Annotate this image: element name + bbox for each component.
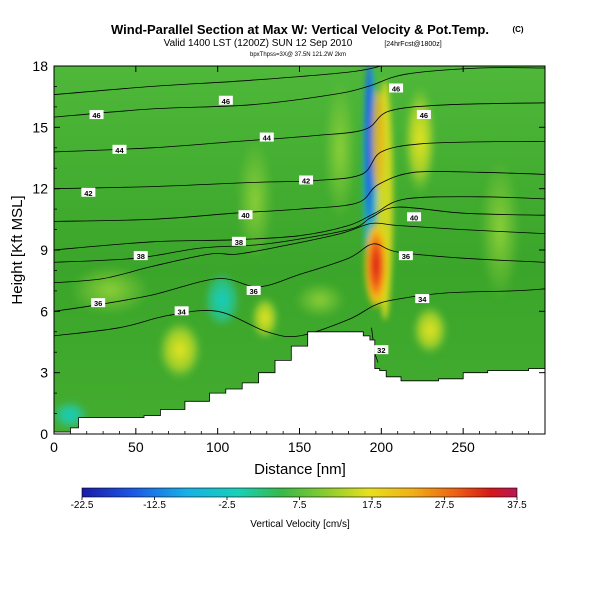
x-tick-label: 100 bbox=[206, 439, 230, 455]
contour-label-box bbox=[259, 132, 274, 142]
subtitle-tag: [24hrFcst@1800z] bbox=[384, 41, 441, 48]
contour-label-box bbox=[133, 251, 148, 261]
contour-label-box bbox=[398, 251, 413, 261]
contour-label-box bbox=[174, 306, 189, 316]
y-tick-label: 15 bbox=[32, 119, 48, 135]
y-tick-label: 3 bbox=[40, 365, 48, 381]
theta-contour bbox=[54, 66, 382, 95]
x-tick-label: 150 bbox=[288, 439, 312, 455]
terrain-mask bbox=[54, 331, 545, 434]
contour-label: 42 bbox=[84, 189, 92, 198]
colorbar-tick-label: 17.5 bbox=[362, 500, 382, 511]
contour-label-box bbox=[389, 83, 404, 93]
contour-label-box bbox=[374, 345, 389, 355]
x-axis: 0 50 100 150 200 250 bbox=[50, 66, 530, 455]
contour-label-box bbox=[299, 175, 314, 185]
contour-label-box bbox=[218, 95, 233, 105]
y-tick-label: 9 bbox=[40, 242, 48, 258]
x-tick-label: 0 bbox=[50, 439, 58, 455]
colorbar-tick-label: -22.5 bbox=[71, 500, 94, 511]
x-axis-label: Distance [nm] bbox=[254, 461, 346, 478]
velocity-field: 32 34 36 36 38 38 40 42 44 46 46 42 44 40 36 34 46 46 bbox=[54, 66, 545, 434]
contour-label: 38 bbox=[235, 238, 243, 247]
contour-label: 46 bbox=[420, 111, 428, 120]
contour-label-box bbox=[407, 212, 422, 222]
contour-label: 44 bbox=[115, 146, 124, 155]
theta-contour bbox=[54, 102, 545, 153]
x-tick-label: 50 bbox=[128, 439, 144, 455]
y-tick-label: 18 bbox=[32, 58, 48, 74]
contour-label: 32 bbox=[377, 346, 385, 355]
contour-label-box bbox=[89, 110, 104, 120]
contour-labels: 32 34 36 36 38 38 40 42 44 46 46 42 44 40 36 34 46 46 bbox=[81, 83, 431, 355]
y-tick-label: 6 bbox=[40, 303, 48, 319]
chart-title: Wind-Parallel Section at Max W: Vertical… bbox=[111, 22, 489, 37]
colorbar-tick-label: 27.5 bbox=[435, 500, 455, 511]
colorbar-label: Vertical Velocity [cm/s] bbox=[250, 519, 350, 530]
colorbar-tick-label: -2.5 bbox=[218, 500, 236, 511]
contour-label-box bbox=[415, 294, 430, 304]
contour-label-box bbox=[112, 144, 127, 154]
contour-label: 46 bbox=[222, 97, 230, 106]
contour-label-box bbox=[231, 236, 246, 246]
theta-contour bbox=[54, 243, 545, 312]
theta-contour bbox=[54, 196, 545, 251]
theta-contour bbox=[54, 141, 545, 190]
contour-label: 36 bbox=[402, 252, 410, 261]
contour-label: 38 bbox=[137, 252, 145, 261]
colorbar-tick-label: -12.5 bbox=[143, 500, 166, 511]
contour-label-box bbox=[81, 187, 96, 197]
y-tick-label: 0 bbox=[40, 426, 48, 442]
y-axis-label: Height [Kft MSL] bbox=[9, 195, 26, 304]
theta-contour bbox=[54, 206, 545, 263]
chart-subtitle: Valid 1400 LST (1200Z) SUN 12 Sep 2010 bbox=[164, 38, 353, 49]
colorbar bbox=[81, 487, 518, 498]
contour-label-box bbox=[416, 110, 431, 120]
theta-contour bbox=[54, 222, 545, 284]
subtitle-line3: bpxThpss=3X@ 37.5N 121.2W 2km bbox=[250, 52, 346, 58]
contour-label: 46 bbox=[92, 111, 100, 120]
contour-label: 42 bbox=[302, 176, 310, 185]
colorbar-tick-label: 37.5 bbox=[507, 500, 527, 511]
x-tick-label: 200 bbox=[370, 439, 394, 455]
contour-label: 36 bbox=[250, 287, 258, 296]
contour-label: 46 bbox=[392, 84, 400, 93]
contour-label: 44 bbox=[263, 134, 272, 143]
x-tick-label: 250 bbox=[451, 439, 475, 455]
theta-contours bbox=[54, 66, 545, 363]
contour-label-box bbox=[91, 298, 106, 308]
contour-label: 40 bbox=[410, 213, 418, 222]
theta-contour bbox=[54, 67, 545, 118]
theta-contour bbox=[54, 288, 545, 338]
y-tick-label: 12 bbox=[32, 181, 48, 197]
contour-label: 34 bbox=[177, 307, 186, 316]
colorbar-tick-label: 7.5 bbox=[293, 500, 307, 511]
colorbar-ticks: -22.5 -12.5 -2.5 7.5 17.5 27.5 37.5 bbox=[71, 497, 527, 511]
contour-label: 34 bbox=[418, 295, 427, 304]
theta-contour bbox=[54, 170, 545, 222]
contour-label-box bbox=[246, 285, 261, 295]
contour-label-box bbox=[238, 210, 253, 220]
contour-label: 36 bbox=[94, 299, 102, 308]
contour-label: 40 bbox=[241, 211, 249, 220]
copyright-mark: (C) bbox=[512, 25, 523, 34]
